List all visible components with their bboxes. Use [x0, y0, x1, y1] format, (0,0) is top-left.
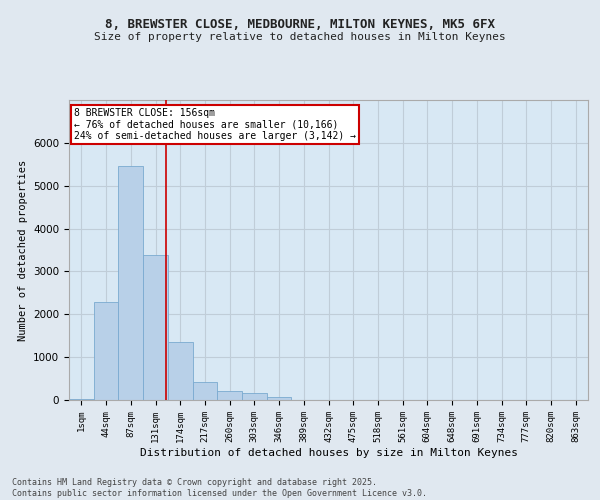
Bar [242, 393, 267, 400]
Y-axis label: Number of detached properties: Number of detached properties [17, 160, 28, 340]
Bar [267, 397, 292, 400]
Bar [143, 255, 168, 400]
Text: Size of property relative to detached houses in Milton Keynes: Size of property relative to detached ho… [94, 32, 506, 42]
Bar [168, 342, 193, 400]
Bar [69, 398, 94, 400]
Text: 8 BREWSTER CLOSE: 156sqm
← 76% of detached houses are smaller (10,166)
24% of se: 8 BREWSTER CLOSE: 156sqm ← 76% of detach… [74, 108, 356, 141]
Bar [217, 390, 242, 400]
Text: Contains HM Land Registry data © Crown copyright and database right 2025.
Contai: Contains HM Land Registry data © Crown c… [12, 478, 427, 498]
Bar [94, 302, 118, 400]
Text: 8, BREWSTER CLOSE, MEDBOURNE, MILTON KEYNES, MK5 6FX: 8, BREWSTER CLOSE, MEDBOURNE, MILTON KEY… [105, 18, 495, 30]
Bar [118, 166, 143, 400]
X-axis label: Distribution of detached houses by size in Milton Keynes: Distribution of detached houses by size … [139, 448, 517, 458]
Bar [193, 382, 217, 400]
